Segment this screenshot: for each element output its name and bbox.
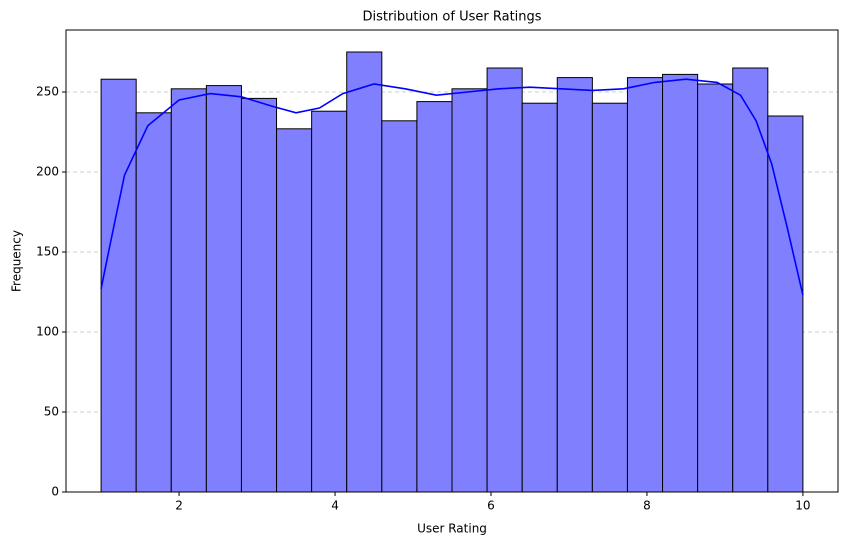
bar: [170, 88, 207, 493]
bar: [521, 102, 558, 493]
bar: [697, 83, 734, 493]
bar: [416, 101, 453, 493]
bar: [626, 77, 664, 493]
x-tick-label: 2: [175, 499, 183, 513]
bar: [662, 73, 699, 493]
y-tick-label: 0: [51, 485, 59, 499]
bar: [381, 120, 418, 493]
y-axis-label: Frequency: [10, 230, 24, 292]
y-tick-label: 250: [36, 85, 59, 99]
bar: [205, 85, 242, 493]
chart-title: Distribution of User Ratings: [362, 10, 541, 25]
bar: [276, 128, 313, 493]
x-axis-label: User Rating: [417, 522, 487, 536]
y-tick-label: 50: [44, 405, 59, 419]
kde-line: [100, 78, 804, 296]
x-tick-label: 6: [487, 499, 495, 513]
bar: [135, 112, 172, 493]
plot-frame: [65, 29, 839, 493]
bar: [451, 88, 488, 493]
bar: [100, 78, 137, 493]
y-tick-label: 100: [36, 325, 59, 339]
x-tick-label: 4: [331, 499, 339, 513]
bar: [346, 51, 383, 493]
bar: [556, 77, 593, 493]
bar: [732, 67, 769, 493]
x-tick-label: 8: [643, 499, 651, 513]
bar: [767, 115, 804, 493]
y-tick-label: 200: [36, 165, 59, 179]
bar: [240, 97, 278, 493]
x-tick-label: 10: [795, 499, 810, 513]
bar: [591, 102, 628, 493]
bar: [311, 110, 348, 493]
y-tick-label: 150: [36, 245, 59, 259]
bar: [486, 67, 523, 493]
